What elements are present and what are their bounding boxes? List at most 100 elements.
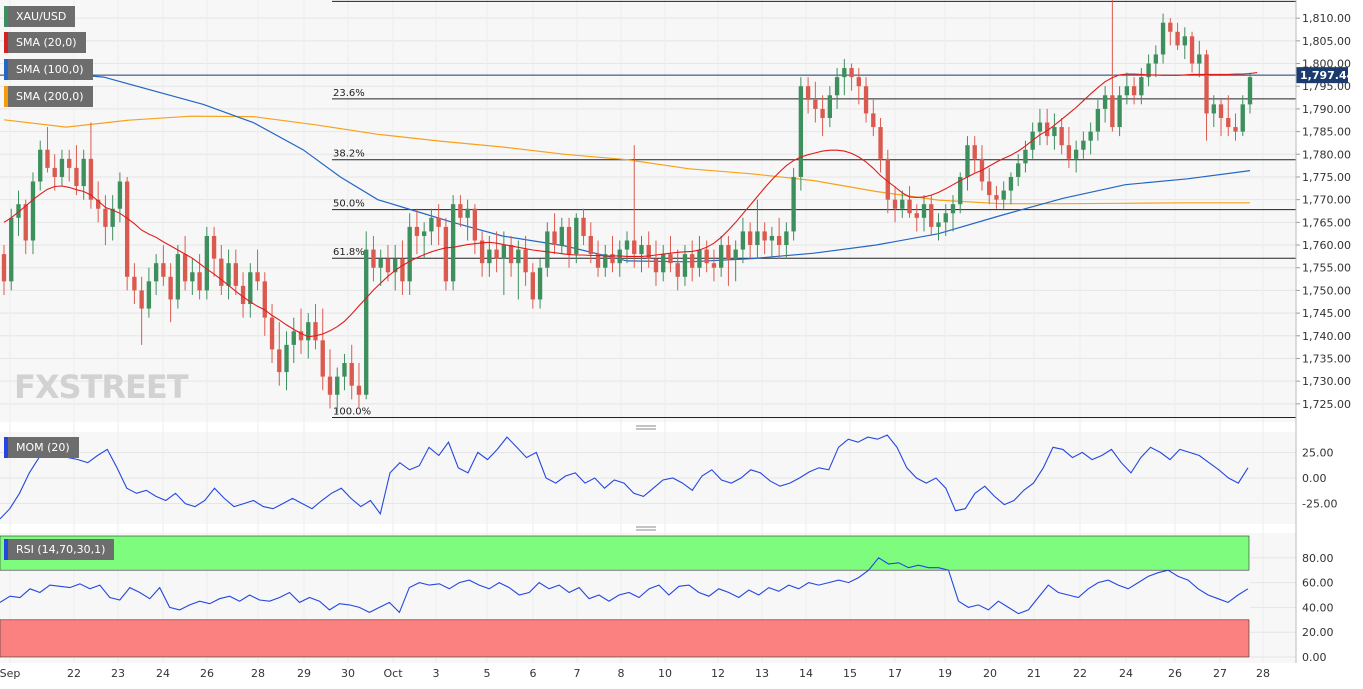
y-tick-label: 1,795.00 [1302, 80, 1351, 93]
mom-tick-label: 25.00 [1302, 446, 1334, 459]
candle-body [1233, 127, 1238, 132]
candle-body [161, 263, 166, 277]
x-tick-label: 6 [530, 667, 537, 680]
candle-body [994, 195, 999, 200]
candle-body [574, 217, 579, 255]
candle-body [139, 290, 144, 309]
candle-body [552, 231, 557, 246]
x-tick-label: 23 [111, 667, 125, 680]
candle-body [23, 204, 28, 241]
candle-body [349, 363, 354, 386]
candle-body [327, 376, 333, 395]
candle-body [1037, 122, 1043, 132]
fib-level-label: 50.0% [333, 199, 365, 210]
fib-level-label: 23.6% [333, 88, 365, 99]
candle-body [863, 86, 869, 114]
legend-rsi[interactable]: RSI (14,70,30,1) [4, 539, 115, 560]
candle-body [1044, 122, 1050, 137]
rsi-tick-label: 20.00 [1302, 626, 1334, 639]
mom-tick-label: 0.00 [1302, 472, 1327, 485]
candle-body [393, 258, 398, 273]
candle-body [400, 258, 405, 282]
watermark: FXSTREET [14, 368, 189, 406]
candle-body [103, 208, 108, 227]
candle-body [559, 226, 564, 246]
x-tick-label: 15 [843, 667, 857, 680]
candle-body [1211, 104, 1216, 114]
candle-body [1131, 86, 1137, 96]
candle-body [545, 231, 550, 268]
candle-body [1139, 77, 1144, 96]
candle-body [595, 254, 601, 268]
candle-body [219, 258, 224, 286]
legend-sma200[interactable]: SMA (200,0) [4, 86, 93, 107]
candle-body [610, 254, 615, 264]
mom-splitter[interactable] [636, 425, 656, 430]
candle-body [262, 281, 267, 318]
candle-body [59, 158, 65, 177]
candle-body [776, 235, 782, 246]
candle-body [733, 249, 738, 259]
legend-color-rsi [4, 539, 8, 560]
candle-body [465, 208, 470, 218]
candle-body [429, 217, 434, 232]
candle-body [414, 226, 420, 236]
candle-body [472, 208, 478, 241]
candle-body [443, 226, 449, 282]
y-tick-label: 1,750.00 [1302, 284, 1351, 297]
candle-body [762, 231, 767, 241]
mom-tick-label: -25.00 [1302, 498, 1337, 511]
candle-body [566, 226, 572, 255]
legend-label: XAU/USD [16, 10, 67, 23]
legend-label: RSI (14,70,30,1) [16, 543, 106, 556]
candle-body [371, 249, 376, 268]
x-tick-label: Sep [0, 667, 20, 680]
candle-body [1189, 36, 1195, 64]
candle-body [385, 258, 391, 273]
y-tick-label: 1,790.00 [1302, 103, 1351, 116]
current-price-label: 1,797.44 [1300, 69, 1355, 82]
candle-body [1168, 22, 1173, 32]
candle-body [798, 86, 804, 177]
candle-body [914, 213, 919, 218]
candle-body [508, 245, 514, 264]
candle-body [436, 217, 441, 227]
candle-body [110, 208, 115, 227]
candle-body [487, 249, 492, 264]
candle-body [342, 363, 347, 377]
x-tick-label: 26 [1168, 667, 1182, 680]
legend-sma20[interactable]: SMA (20,0) [4, 32, 86, 53]
candle-body [450, 204, 456, 282]
candle-body [1226, 117, 1231, 128]
candle-body [516, 249, 521, 264]
legend-instrument[interactable]: XAU/USD [4, 6, 76, 27]
current-price-tag [1296, 67, 1348, 84]
candle-body [1059, 127, 1064, 146]
candle-body [805, 86, 811, 100]
rsi-splitter[interactable] [636, 526, 656, 531]
candle-body [1023, 149, 1028, 164]
candle-body [458, 204, 463, 218]
candle-body [1160, 22, 1166, 55]
candle-body [842, 68, 847, 78]
candle-body [581, 217, 586, 236]
candle-body [1052, 127, 1057, 137]
candle-body [298, 331, 304, 341]
legend-sma100[interactable]: SMA (100,0) [4, 59, 93, 80]
x-tick-label: 3 [433, 667, 440, 680]
candle-body [74, 167, 79, 187]
legend-mom[interactable]: MOM (20) [4, 437, 79, 458]
candle-body [479, 240, 485, 264]
candle-body [1081, 140, 1086, 150]
candle-body [124, 181, 130, 277]
y-tick-label: 1,725.00 [1302, 398, 1351, 411]
x-tick-label: 27 [1213, 667, 1227, 680]
candle-body [1016, 163, 1021, 177]
candle-body [704, 249, 709, 264]
rsi-tick-label: 80.00 [1302, 552, 1334, 565]
x-tick-label: 14 [799, 667, 813, 680]
candle-body [233, 263, 238, 286]
candle-body [936, 222, 941, 227]
candle-body [356, 385, 362, 395]
